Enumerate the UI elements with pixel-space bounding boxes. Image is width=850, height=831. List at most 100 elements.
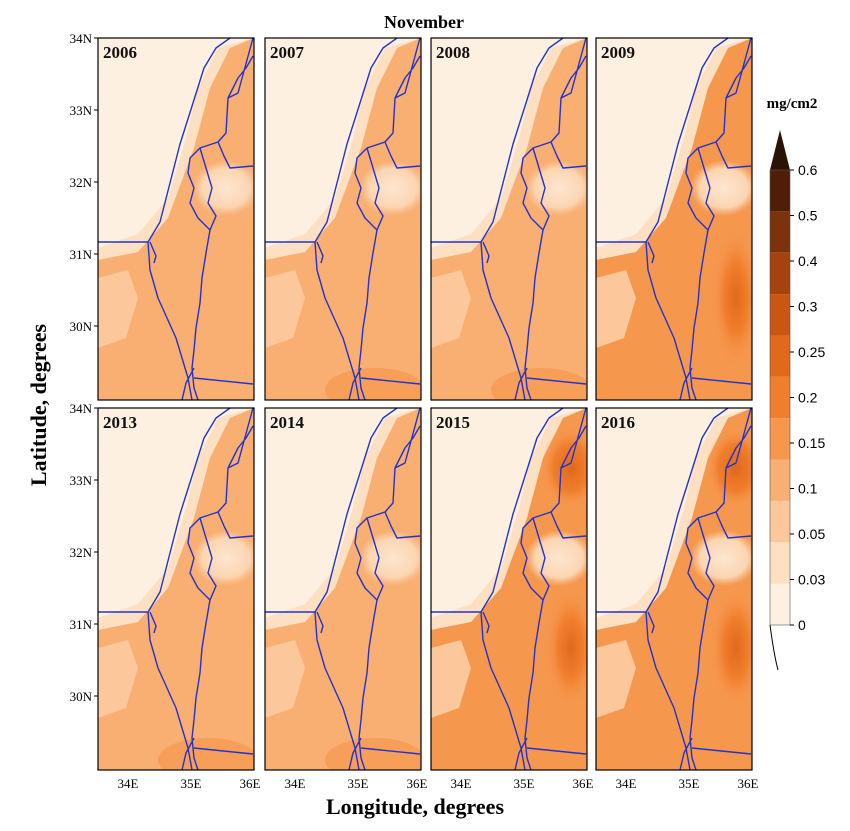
southern-border (480, 229, 587, 400)
central-border (187, 147, 217, 231)
colorbar-swatch (770, 170, 790, 212)
northern-border (532, 38, 587, 169)
central-border (187, 517, 217, 601)
panel-frame (595, 407, 753, 771)
x-tick-label: 34E (616, 776, 637, 791)
western-patch (431, 640, 471, 718)
panel-2015: 2015 (430, 407, 588, 771)
colorbar-swatch (770, 583, 790, 625)
figure-title: November (384, 12, 464, 32)
panel-frame (264, 407, 422, 771)
panel-frame (97, 407, 255, 771)
coastline (98, 38, 231, 243)
central-border (354, 517, 384, 601)
colorbar-swatch (770, 252, 790, 295)
x-tick-label: 35E (514, 776, 535, 791)
western-patch (98, 640, 138, 718)
southern-patch (325, 368, 421, 400)
panel-2007: 2007 (264, 37, 422, 401)
panel-year-label: 2008 (436, 43, 470, 62)
northern-border (366, 38, 421, 169)
colorbar-label: 0.5 (798, 208, 818, 224)
panel-year-label: 2016 (601, 413, 635, 432)
concentration-field (98, 408, 254, 770)
western-patch (98, 270, 138, 348)
western-patch (596, 270, 636, 348)
western-patch (431, 270, 471, 348)
western-patch (265, 270, 305, 348)
colorbar: mg/cm2 0 0.03 0.05 0.1 0.15 0.2 0.25 0.3 0.4 0.5 0… (767, 96, 825, 671)
land-concentration-area (596, 408, 752, 770)
southern-border (314, 229, 421, 400)
central-border (685, 147, 715, 231)
land-concentration-area (98, 408, 254, 770)
y-tick-label: 34N (70, 401, 93, 416)
coastline (265, 408, 398, 613)
eastern-hotspot (545, 588, 587, 708)
x-tick-label: 35E (348, 776, 369, 791)
southern-border (314, 599, 421, 770)
y-tick-label: 32N (70, 545, 93, 560)
colorbar-label: 0.1 (798, 481, 818, 497)
colorbar-label: 0.05 (798, 526, 825, 542)
panel-2016: 2016 (595, 407, 753, 771)
southern-patch (158, 738, 254, 770)
colorbar-label: 0.3 (798, 299, 818, 315)
x-tick-label: 36E (573, 776, 594, 791)
x-tick-label: 34E (285, 776, 306, 791)
colorbar-label: 0.4 (798, 253, 818, 269)
panel-frame (264, 37, 422, 401)
southern-border (645, 599, 752, 770)
northeast-hotspot (541, 428, 587, 508)
panel-grid: 2006 2007 2008 2009 2013 2014 2015 2016 (97, 37, 753, 771)
northern-border (697, 408, 752, 539)
colorbar-swatch (770, 418, 790, 460)
panel-year-label: 2015 (436, 413, 470, 432)
eastern-hotspot (710, 588, 752, 708)
colorbar-label: 0 (798, 617, 806, 633)
colorbar-min-tail (769, 624, 779, 671)
northern-border (697, 38, 752, 169)
panel-2014: 2014 (264, 407, 422, 771)
central-light-region (359, 160, 421, 216)
western-patch (265, 640, 305, 718)
panel-year-label: 2006 (103, 43, 137, 62)
concentration-field (265, 38, 421, 400)
colorbar-label: 0.03 (798, 572, 825, 588)
colorbar-label: 0.25 (798, 344, 825, 360)
concentration-field (596, 38, 752, 400)
colorbar-swatch (770, 500, 790, 543)
panel-year-label: 2009 (601, 43, 635, 62)
concentration-field (265, 408, 421, 770)
y-tick-labels: 34N 33N 32N 31N 30N 34N 33N 32N 31N 30N (70, 31, 98, 704)
y-tick-label: 33N (70, 473, 93, 488)
colorbar-label: 0.6 (798, 162, 818, 178)
land-concentration-area (265, 38, 421, 400)
x-tick-label: 34E (451, 776, 472, 791)
western-patch (596, 640, 636, 718)
central-light-region (690, 530, 752, 586)
y-tick-label: 30N (70, 319, 93, 334)
y-tick-label: 31N (70, 247, 93, 262)
southern-patch (491, 738, 587, 770)
y-tick-label: 32N (70, 175, 93, 190)
y-tick-label: 33N (70, 103, 93, 118)
panel-year-label: 2014 (270, 413, 305, 432)
concentration-field (596, 408, 752, 770)
y-tick-label: 30N (70, 689, 93, 704)
panel-2013: 2013 (97, 407, 255, 771)
land-concentration-area (431, 38, 587, 400)
colorbar-swatch (770, 211, 790, 253)
central-border (685, 517, 715, 601)
central-border (354, 147, 384, 231)
land-concentration-area (98, 38, 254, 400)
y-tick-label: 31N (70, 617, 93, 632)
coastline (596, 38, 729, 243)
northern-border (532, 408, 587, 539)
central-border (520, 517, 550, 601)
southern-border (480, 599, 587, 770)
colorbar-max-arrow (770, 130, 790, 170)
concentration-field (431, 38, 587, 400)
panel-year-label: 2007 (270, 43, 305, 62)
x-tick-label: 36E (407, 776, 428, 791)
